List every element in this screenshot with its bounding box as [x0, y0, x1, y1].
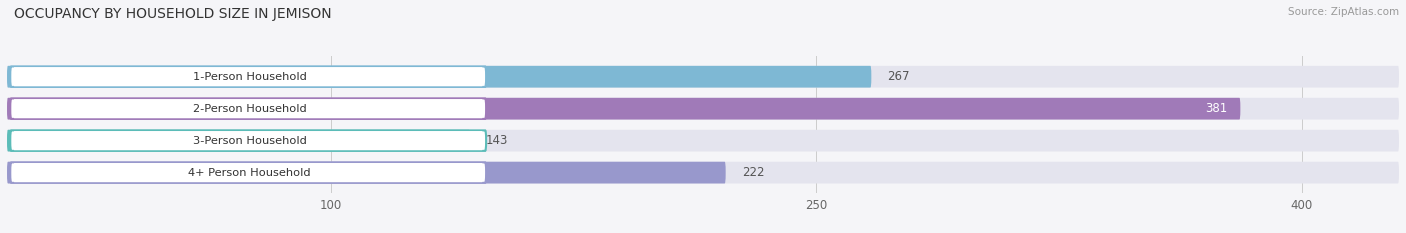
Text: Source: ZipAtlas.com: Source: ZipAtlas.com [1288, 7, 1399, 17]
FancyBboxPatch shape [10, 162, 486, 183]
Text: 143: 143 [486, 134, 509, 147]
FancyBboxPatch shape [7, 130, 1399, 151]
FancyBboxPatch shape [7, 162, 725, 183]
Text: 267: 267 [887, 70, 910, 83]
FancyBboxPatch shape [7, 98, 1240, 120]
FancyBboxPatch shape [14, 67, 482, 86]
FancyBboxPatch shape [14, 163, 482, 182]
FancyBboxPatch shape [10, 130, 486, 151]
Text: 1-Person Household: 1-Person Household [193, 72, 307, 82]
Text: 222: 222 [742, 166, 765, 179]
FancyBboxPatch shape [7, 66, 872, 88]
Text: 2-Person Household: 2-Person Household [193, 104, 307, 114]
Text: 3-Person Household: 3-Person Household [193, 136, 307, 146]
FancyBboxPatch shape [14, 99, 482, 118]
FancyBboxPatch shape [7, 130, 470, 151]
Text: OCCUPANCY BY HOUSEHOLD SIZE IN JEMISON: OCCUPANCY BY HOUSEHOLD SIZE IN JEMISON [14, 7, 332, 21]
FancyBboxPatch shape [7, 66, 1399, 88]
FancyBboxPatch shape [10, 98, 486, 119]
Text: 4+ Person Household: 4+ Person Household [188, 168, 311, 178]
FancyBboxPatch shape [14, 131, 482, 150]
Text: 381: 381 [1205, 102, 1227, 115]
FancyBboxPatch shape [7, 162, 1399, 183]
FancyBboxPatch shape [7, 98, 1399, 120]
FancyBboxPatch shape [10, 66, 486, 87]
